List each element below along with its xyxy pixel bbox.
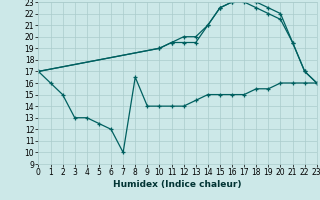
X-axis label: Humidex (Indice chaleur): Humidex (Indice chaleur) (113, 180, 242, 189)
